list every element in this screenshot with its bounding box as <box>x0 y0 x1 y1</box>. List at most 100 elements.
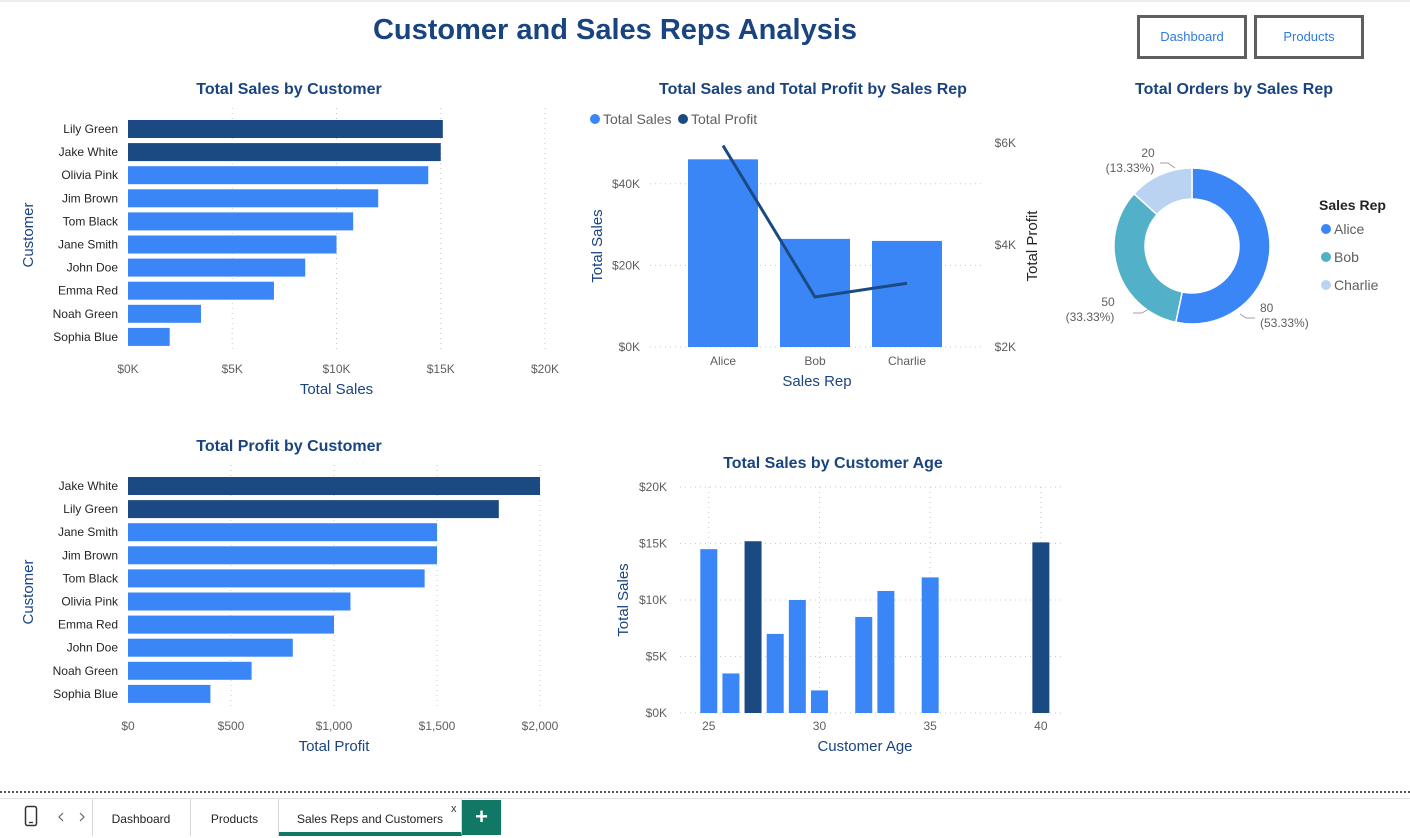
legend-label: Total Profit <box>691 111 757 127</box>
legend-marker <box>1321 252 1331 262</box>
bar <box>877 590 895 713</box>
data-label-value: 80 <box>1260 301 1274 315</box>
x-tick-label: $0 <box>121 719 135 733</box>
bar <box>766 633 784 713</box>
close-tab-icon[interactable]: x <box>451 803 457 815</box>
chart-title: Total Sales and Total Profit by Sales Re… <box>659 81 967 98</box>
category-label: Lily Green <box>63 122 118 136</box>
donut-slice <box>1113 192 1184 324</box>
y-tick-label: $20K <box>612 258 640 272</box>
bar <box>128 327 170 346</box>
category-label: Noah Green <box>53 307 118 321</box>
category-label: Sophia Blue <box>53 330 118 344</box>
data-label-value: 20 <box>1141 146 1155 160</box>
x-tick-label: $0K <box>117 362 138 376</box>
bar <box>128 569 425 588</box>
legend-label: Charlie <box>1334 277 1379 293</box>
donut-slice <box>1132 167 1193 216</box>
chart-title: Total Orders by Sales Rep <box>1135 81 1333 98</box>
bar <box>921 577 939 713</box>
x-tick-label: $20K <box>531 362 559 376</box>
tab-separator <box>92 799 93 836</box>
legend-marker <box>1321 280 1331 290</box>
x-tick-label: 25 <box>702 719 716 733</box>
legend-label: Bob <box>1334 249 1359 265</box>
legend-marker <box>590 114 600 124</box>
x-tick-label: $1,500 <box>419 719 456 733</box>
x-axis-title: Customer Age <box>817 738 912 755</box>
category-label: Emma Red <box>58 618 118 632</box>
y-tick-label: $40K <box>612 177 640 191</box>
nav-prev-icon[interactable] <box>57 811 65 825</box>
tab-products[interactable]: Products <box>191 799 279 836</box>
category-label: John Doe <box>67 641 119 655</box>
products-button[interactable]: Products <box>1254 15 1364 59</box>
bar <box>128 500 499 519</box>
x-tick-label: Bob <box>804 354 826 368</box>
y-right-tick-label: $6K <box>995 136 1016 150</box>
category-label: Tom Black <box>63 214 119 228</box>
bar <box>128 546 437 565</box>
bar <box>128 523 437 542</box>
x-tick-label: $500 <box>218 719 245 733</box>
category-label: Jane Smith <box>58 525 118 539</box>
category-label: Jim Brown <box>62 548 118 562</box>
y-axis-title: Customer <box>20 559 37 624</box>
bar <box>128 258 306 277</box>
x-axis-title: Total Profit <box>299 738 371 755</box>
bar <box>128 638 293 657</box>
y-tick-label: $15K <box>639 537 667 551</box>
chart-title: Total Sales by Customer Age <box>723 455 943 472</box>
bar <box>722 673 740 713</box>
bar <box>128 592 351 611</box>
bar <box>128 615 334 634</box>
x-tick-label: 30 <box>813 719 827 733</box>
x-tick-label: $5K <box>222 362 243 376</box>
bar <box>128 166 429 185</box>
y-right-axis-title: Total Profit <box>1024 210 1041 282</box>
nav-next-icon[interactable] <box>78 811 86 825</box>
bar <box>780 238 850 347</box>
add-page-button[interactable]: + <box>462 800 501 835</box>
x-tick-label: 40 <box>1034 719 1048 733</box>
category-label: Sophia Blue <box>53 687 118 701</box>
y-tick-label: $0K <box>646 706 667 720</box>
x-axis-title: Total Sales <box>300 381 373 398</box>
bar <box>128 684 211 703</box>
mobile-layout-icon[interactable] <box>24 805 38 830</box>
y-axis-title: Customer <box>20 202 37 267</box>
x-tick-label: $1,000 <box>316 719 353 733</box>
bar <box>128 120 443 138</box>
bar <box>855 616 873 713</box>
data-label-percent: (33.33%) <box>1066 310 1115 324</box>
category-label: Jane Smith <box>58 238 118 252</box>
category-label: Noah Green <box>53 664 118 678</box>
bar <box>128 304 201 323</box>
dashboard-button[interactable]: Dashboard <box>1137 15 1247 59</box>
top-border <box>0 0 1410 2</box>
bar <box>744 541 762 713</box>
y-right-tick-label: $2K <box>995 340 1016 354</box>
category-label: Jake White <box>59 479 119 493</box>
profit-line <box>721 144 908 299</box>
x-tick-label: Charlie <box>888 354 926 368</box>
x-tick-label: 35 <box>923 719 937 733</box>
bar <box>688 159 758 347</box>
category-label: Lily Green <box>63 502 118 516</box>
x-tick-label: $10K <box>322 362 350 376</box>
tab-sales-reps-and-customers[interactable]: Sales Reps and Customers <box>279 799 462 836</box>
category-label: Olivia Pink <box>61 595 119 609</box>
x-tick-label: Alice <box>710 354 736 368</box>
x-tick-label: $15K <box>427 362 455 376</box>
chart-title: Total Profit by Customer <box>196 438 382 455</box>
data-label-percent: (53.33%) <box>1260 316 1309 330</box>
label-leader-line <box>1133 308 1150 314</box>
page-tab-bar: Dashboard Products Sales Reps and Custom… <box>0 798 1410 838</box>
category-label: Emma Red <box>58 284 118 298</box>
category-label: Tom Black <box>63 571 119 585</box>
tab-dashboard[interactable]: Dashboard <box>92 799 191 836</box>
legend-marker <box>1321 224 1331 234</box>
category-label: Jim Brown <box>62 191 118 205</box>
data-label-percent: (13.33%) <box>1106 161 1155 175</box>
bar <box>128 143 441 162</box>
